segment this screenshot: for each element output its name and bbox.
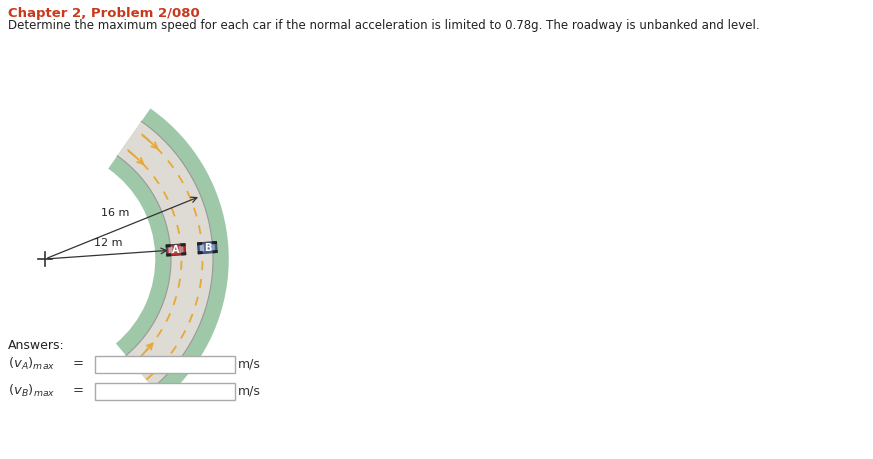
FancyBboxPatch shape [95,382,235,399]
Text: A: A [172,245,180,255]
Text: 12 m: 12 m [94,238,122,248]
Polygon shape [197,241,217,254]
Wedge shape [117,121,213,388]
Polygon shape [166,244,171,247]
Polygon shape [200,244,204,252]
Polygon shape [210,244,215,251]
Text: Determine the maximum speed for each car if the normal acceleration is limited t: Determine the maximum speed for each car… [8,19,760,32]
Polygon shape [171,246,181,254]
Polygon shape [168,246,173,254]
Polygon shape [203,244,212,252]
Polygon shape [179,246,183,253]
Text: m/s: m/s [238,358,261,370]
Polygon shape [181,243,186,246]
Text: Chapter 2, Problem 2/080: Chapter 2, Problem 2/080 [8,7,200,20]
Polygon shape [197,251,203,254]
Text: =: = [73,385,84,397]
Text: $(v_B)_{max}$: $(v_B)_{max}$ [8,383,55,399]
Polygon shape [166,253,171,257]
Polygon shape [181,252,186,256]
Text: B: B [203,243,211,252]
Text: m/s: m/s [238,385,261,397]
Polygon shape [212,250,217,253]
Text: $(v_A)_{max}$: $(v_A)_{max}$ [8,356,55,372]
Text: =: = [73,358,84,370]
Wedge shape [108,108,229,400]
FancyBboxPatch shape [95,356,235,373]
Text: 16 m: 16 m [100,208,129,218]
Text: Answers:: Answers: [8,339,65,352]
Polygon shape [166,244,186,256]
Polygon shape [197,242,203,246]
Polygon shape [212,241,217,244]
